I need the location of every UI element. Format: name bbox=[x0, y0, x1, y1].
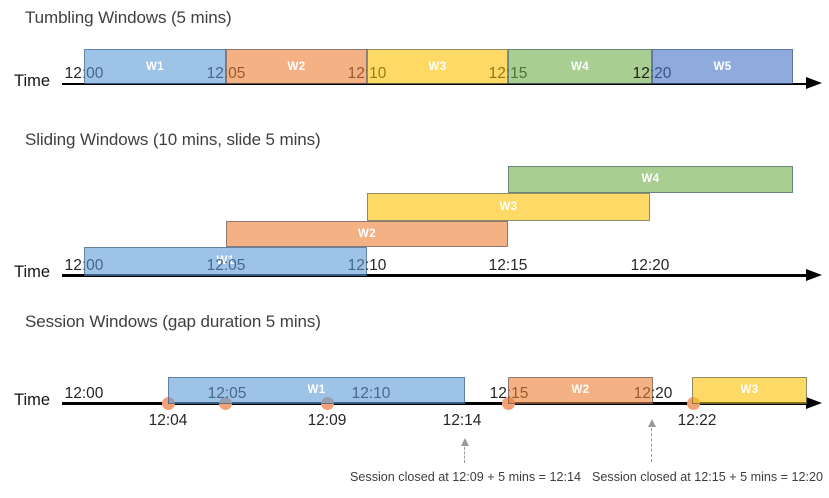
window-box-sliding-w3: W3 bbox=[367, 193, 650, 221]
tick-label-segment: :00 bbox=[81, 256, 104, 274]
window-box-label: W1 bbox=[216, 255, 235, 268]
tick-label-segment: :20 bbox=[650, 384, 673, 402]
tick-label-tumbling-1200: 12:00 bbox=[65, 65, 104, 82]
window-box-tumbling-w1: W1 bbox=[84, 49, 226, 84]
tick-label-sliding-1220: 12:20 bbox=[631, 257, 670, 274]
tick-label-segment: :15 bbox=[505, 65, 528, 82]
tick-label-segment: 12 bbox=[632, 65, 650, 82]
tick-label-tumbling-1215: 12:15 bbox=[489, 65, 528, 82]
session-close-annotation-1: Session closed at 12:09 + 5 mins = 12:14 bbox=[350, 470, 582, 484]
tick-label-segment: 12:10 bbox=[351, 384, 391, 402]
time-axis-label-tumbling: Time bbox=[14, 72, 51, 90]
tick-label-segment: :20 bbox=[649, 65, 672, 82]
axis-arrowhead-icon bbox=[806, 396, 822, 409]
tick-label-segment: :10 bbox=[364, 256, 387, 274]
session-close-pointer-2 bbox=[647, 419, 657, 462]
tick-label-session-1220: 12:20 bbox=[634, 385, 673, 402]
tick-label-session-1205: 12:05 bbox=[208, 385, 247, 402]
window-box-label: W5 bbox=[713, 60, 732, 73]
tick-label-segment: 12:15 bbox=[488, 256, 528, 274]
tick-label-sliding-1205: 12:05 bbox=[207, 257, 246, 274]
time-axis-label-sliding: Time bbox=[14, 263, 51, 281]
tick-label-segment: 12 bbox=[347, 256, 365, 274]
session-close-pointer-1 bbox=[460, 438, 470, 463]
tick-label-sliding-1200: 12:00 bbox=[65, 257, 104, 274]
tick-label-segment: 12 bbox=[64, 256, 82, 274]
tick-label-segment: 12:20 bbox=[630, 256, 670, 274]
tick-label-segment: 12:00 bbox=[64, 384, 104, 402]
tick-label-tumbling-1210: 12:10 bbox=[348, 65, 387, 82]
section-title-session: Session Windows (gap duration 5 mins) bbox=[25, 312, 321, 331]
tick-label-segment: 12 bbox=[633, 384, 651, 402]
section-title-tumbling: Tumbling Windows (5 mins) bbox=[25, 8, 232, 27]
dashed-arrow-line bbox=[464, 447, 466, 463]
dashed-arrow-up-icon bbox=[460, 438, 469, 446]
window-box-session-w2: W2 bbox=[508, 377, 653, 404]
window-box-sliding-w2: W2 bbox=[226, 220, 508, 247]
window-box-label: W3 bbox=[740, 384, 759, 397]
window-box-label: W3 bbox=[428, 60, 447, 73]
tick-label-sliding-1210: 12:10 bbox=[348, 257, 387, 274]
window-box-tumbling-w2: W2 bbox=[226, 49, 367, 84]
time-axis-sliding bbox=[62, 274, 808, 277]
window-box-label: W2 bbox=[357, 227, 377, 240]
dashed-arrow-line bbox=[651, 428, 653, 462]
tick-label-segment: 12 bbox=[489, 384, 507, 402]
tick-label-tumbling-1220: 12:20 bbox=[633, 65, 672, 82]
below-axis-label-1204: 12:04 bbox=[148, 411, 188, 429]
window-box-tumbling-w4: W4 bbox=[508, 49, 652, 84]
tick-label-tumbling-1205: 12:05 bbox=[207, 65, 246, 82]
session-close-annotation-2: Session closed at 12:15 + 5 mins = 12:20 bbox=[592, 470, 824, 484]
tick-label-segment: 12 bbox=[488, 65, 506, 82]
time-axis-label-session: Time bbox=[14, 391, 51, 409]
tick-label-segment: 12 bbox=[347, 65, 365, 82]
tick-label-session-1210: 12:10 bbox=[352, 385, 391, 402]
section-title-sliding: Sliding Windows (10 mins, slide 5 mins) bbox=[25, 130, 321, 149]
window-box-tumbling-w5: W5 bbox=[652, 49, 793, 84]
tick-label-segment: :05 bbox=[223, 65, 246, 82]
tick-label-session-1215: 12:15 bbox=[490, 385, 529, 402]
window-box-label: W3 bbox=[499, 200, 518, 213]
window-box-session-w1: W1 bbox=[168, 377, 465, 404]
tick-label-segment: :00 bbox=[81, 65, 104, 82]
below-axis-label-1214: 12:14 bbox=[442, 411, 482, 429]
window-box-label: W1 bbox=[307, 384, 326, 397]
tick-label-segment: 12 bbox=[206, 65, 224, 82]
tick-label-segment: :15 bbox=[506, 384, 529, 402]
window-box-label: W4 bbox=[641, 173, 660, 186]
tick-label-session-1200: 12:00 bbox=[65, 385, 104, 402]
window-box-sliding-w1: W1 bbox=[84, 247, 367, 276]
below-axis-label-1222: 12:22 bbox=[677, 411, 717, 429]
axis-arrowhead-icon bbox=[806, 268, 822, 281]
window-box-sliding-w4: W4 bbox=[508, 165, 793, 193]
tick-label-sliding-1215: 12:15 bbox=[489, 257, 528, 274]
axis-arrowhead-icon bbox=[806, 77, 822, 90]
window-box-label: W4 bbox=[570, 60, 590, 73]
window-box-label: W1 bbox=[145, 60, 165, 73]
below-axis-label-1209: 12:09 bbox=[307, 411, 347, 429]
tick-label-segment: 12:05 bbox=[206, 256, 246, 274]
tick-label-segment: 12 bbox=[64, 65, 82, 82]
window-box-tumbling-w3: W3 bbox=[367, 49, 508, 84]
window-box-session-w3: W3 bbox=[692, 377, 807, 404]
window-box-label: W2 bbox=[571, 384, 590, 397]
tick-label-segment: :10 bbox=[364, 65, 387, 82]
window-box-label: W2 bbox=[287, 60, 306, 73]
dashed-arrow-up-icon bbox=[647, 419, 656, 427]
tick-label-segment: 12:05 bbox=[207, 384, 247, 402]
